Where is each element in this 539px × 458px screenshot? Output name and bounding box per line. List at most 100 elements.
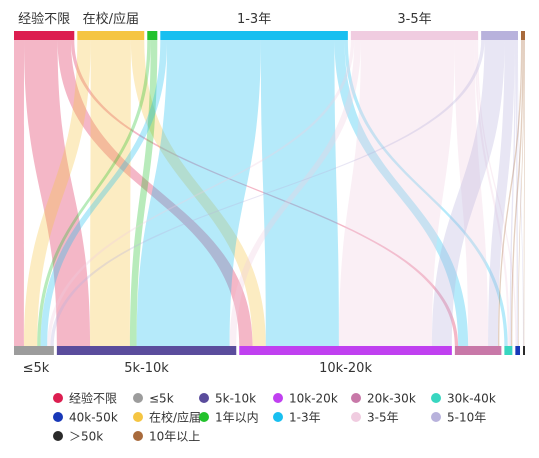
flow-经验不限-to-20k-30k <box>70 40 459 346</box>
legend-swatch <box>53 412 63 422</box>
legend-label: 3-5年 <box>367 411 399 425</box>
source-node-1-3年 <box>160 31 348 40</box>
legend-swatch <box>351 412 361 422</box>
source-nodes <box>14 31 525 40</box>
target-node-40k-50k <box>515 346 521 355</box>
flow-3-5年-to-20k-30k <box>454 40 489 346</box>
legend-item-20k-30k[interactable]: 20k-30k <box>351 392 416 406</box>
legend-item-40k-50k[interactable]: 40k-50k <box>53 411 118 425</box>
flow-3-5年-to-30k-40k <box>474 40 510 346</box>
source-label-经验不限: 经验不限 <box>18 11 70 27</box>
flow-1-3年-to-20k-30k <box>334 40 469 346</box>
flow-在校-应届-to-10k-20k <box>130 40 266 346</box>
legend-label: 经验不限 <box>69 391 117 406</box>
flow-10年以上-to-50k <box>523 40 525 346</box>
legend-label: 在校/应届 <box>149 410 201 425</box>
flow-1年以内-to-5k-10k <box>129 40 158 346</box>
flow-5-10年-to-40k-50k <box>515 40 519 346</box>
target-labels: ≤5k 5k-10k 10k-20k <box>23 361 373 376</box>
flow-3-5年-to-40k-50k <box>476 40 517 346</box>
target-nodes <box>14 346 525 355</box>
legend-label: ＞50k <box>69 430 103 444</box>
legend-item-10年以上[interactable]: 10年以上 <box>133 430 200 444</box>
source-label-3-5年: 3-5年 <box>397 12 431 27</box>
flow-经验不限-to-5k-10k <box>24 40 91 346</box>
legend: 经验不限 ≤5k 5k-10k 10k-20k 20k-30k 30k-40k 40k-50… <box>53 391 496 444</box>
sankey-links <box>14 40 525 346</box>
flow-在校-应届-to-5k <box>23 40 91 346</box>
legend-swatch <box>133 412 143 422</box>
flow-5-10年-to-5k <box>50 40 485 346</box>
legend-item-5k[interactable]: ≤5k <box>133 392 174 406</box>
legend-label: 5-10年 <box>447 411 486 425</box>
target-node-10k-20k <box>239 346 452 355</box>
flow-5-10年-to-30k-40k <box>509 40 516 346</box>
legend-label: 10k-20k <box>289 392 338 406</box>
flow-经验不限-to-10k-20k <box>57 40 253 346</box>
legend-label: 1-3年 <box>289 411 321 425</box>
flow-3-5年-to-5k-10k <box>229 40 361 346</box>
source-labels: 经验不限 在校/应届 1-3年 3-5年 <box>18 11 431 27</box>
flow-5-10年-to-20k-30k <box>488 40 515 346</box>
legend-label: 5k-10k <box>215 392 256 406</box>
legend-swatch <box>133 393 143 403</box>
legend-label: 1年以内 <box>215 411 259 425</box>
legend-item-经验不限[interactable]: 经验不限 <box>53 391 117 406</box>
legend-item-1-3年[interactable]: 1-3年 <box>273 411 321 425</box>
legend-swatch <box>431 393 441 403</box>
target-label-5k-10k: 5k-10k <box>124 361 169 376</box>
legend-item-30k-40k[interactable]: 30k-40k <box>431 392 496 406</box>
legend-swatch <box>199 412 209 422</box>
flow-1-3年-to-10k-20k <box>260 40 339 346</box>
target-node-20k-30k <box>454 346 502 355</box>
legend-item-3-5年[interactable]: 3-5年 <box>351 411 399 425</box>
source-node-5-10年 <box>481 31 518 40</box>
legend-item-1年以内[interactable]: 1年以内 <box>199 411 259 425</box>
legend-item-5-10年[interactable]: 5-10年 <box>431 411 486 425</box>
flow-1年以内-to-5k <box>37 40 151 346</box>
flow-1-3年-to-5k-10k <box>136 40 261 346</box>
legend-label: ≤5k <box>149 392 174 406</box>
source-node-10年以上 <box>520 31 525 40</box>
flow-10年以上-to-30k-40k <box>511 40 524 346</box>
legend-label: 40k-50k <box>69 411 118 425</box>
legend-label: 20k-30k <box>367 392 416 406</box>
flow-1-3年-to-30k-40k <box>344 40 508 346</box>
legend-label: 30k-40k <box>447 392 496 406</box>
source-node-经验不限 <box>14 31 75 40</box>
target-node-30k-40k <box>504 346 513 355</box>
flow-3-5年-to-10k-20k <box>338 40 455 346</box>
legend-label: 10年以上 <box>149 430 200 444</box>
source-label-1-3年: 1-3年 <box>237 12 271 27</box>
legend-swatch <box>199 393 209 403</box>
flow-10年以上-to-20k-30k <box>498 40 523 346</box>
legend-swatch <box>53 431 63 441</box>
target-node-5k-10k <box>56 346 237 355</box>
source-label-在校-应届: 在校/应届 <box>83 11 139 27</box>
flow-经验不限-to-5k <box>14 40 25 346</box>
flow-3-5年-to-5k <box>47 40 355 346</box>
flow-5-10年-to-50k <box>517 40 524 346</box>
flow-10年以上-to-40k-50k <box>518 40 525 346</box>
flow-在校-应届-to-5k-10k <box>90 40 131 346</box>
target-node-50k <box>523 346 525 355</box>
source-node-在校-应届 <box>77 31 145 40</box>
target-label-5k: ≤5k <box>23 361 50 376</box>
legend-item-10k-20k[interactable]: 10k-20k <box>273 392 338 406</box>
legend-swatch <box>351 393 361 403</box>
legend-swatch <box>431 412 441 422</box>
flow-1-3年-to-5k <box>40 40 168 346</box>
source-node-1年以内 <box>147 31 158 40</box>
legend-item-50k[interactable]: ＞50k <box>53 430 103 444</box>
target-label-10k-20k: 10k-20k <box>319 361 372 376</box>
legend-swatch <box>273 393 283 403</box>
legend-swatch <box>133 431 143 441</box>
target-node-5k <box>14 346 54 355</box>
legend-item-5k-10k[interactable]: 5k-10k <box>199 392 256 406</box>
flow-5-10年-to-10k-20k <box>431 40 505 346</box>
legend-swatch <box>273 412 283 422</box>
legend-swatch <box>53 393 63 403</box>
legend-item-在校-应届[interactable]: 在校/应届 <box>133 410 201 425</box>
source-node-3-5年 <box>350 31 479 40</box>
